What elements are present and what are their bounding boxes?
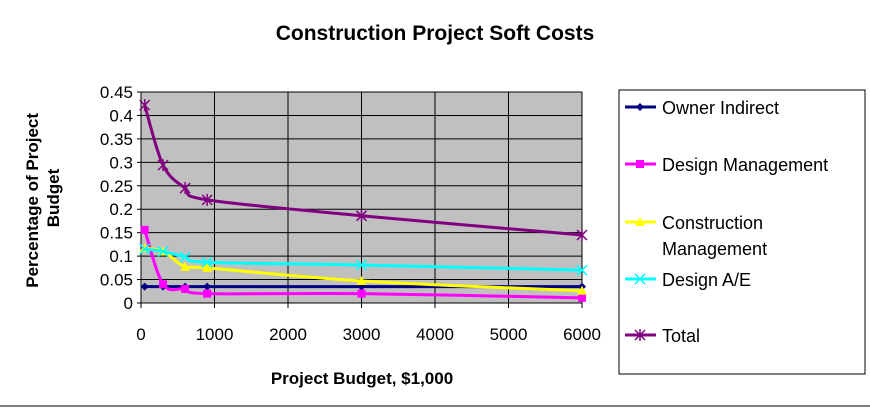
legend-marker-owner-indirect	[636, 103, 644, 111]
data-point-design-management	[357, 289, 366, 298]
y-axis-label-line1: Percentage of Project	[23, 113, 42, 288]
legend-item-design-a-e: Design A/E	[625, 270, 751, 290]
data-point-design-a-e	[157, 245, 169, 257]
legend-label-design-management: Design Management	[662, 155, 828, 175]
x-axis-label: Project Budget, $1,000	[271, 369, 453, 388]
data-point-design-a-e	[179, 251, 191, 263]
x-tick-label: 4000	[416, 325, 454, 344]
y-axis-label: Percentage of Project Budget	[23, 108, 63, 288]
data-point-design-management	[140, 225, 149, 234]
data-point-total	[576, 229, 588, 242]
series-design-a-e	[139, 243, 588, 276]
y-tick-label: 0.15	[100, 224, 133, 243]
legend-marker-design-management	[636, 160, 644, 168]
data-point-total	[139, 99, 151, 112]
chart-title: Construction Project Soft Costs	[276, 22, 595, 45]
legend-item-design-management: Design Management	[625, 155, 828, 175]
data-point-owner-indirect	[140, 282, 149, 291]
x-tick-label: 3000	[343, 325, 381, 344]
legend-label-construction-management: Construction Management	[662, 213, 767, 259]
y-tick-label: 0.25	[100, 177, 133, 196]
data-point-design-a-e	[355, 259, 368, 271]
x-tick-label: 5000	[490, 325, 528, 344]
x-tick-label: 6000	[563, 325, 601, 344]
data-point-design-management	[159, 280, 168, 289]
data-point-design-management	[578, 293, 586, 302]
legend-item-construction-management: Construction Management	[625, 213, 767, 259]
series-design-management	[140, 225, 586, 302]
x-tick-label: 0	[136, 325, 145, 344]
data-point-design-management	[181, 284, 190, 293]
series-total	[139, 99, 588, 242]
x-tick-label: 1000	[196, 325, 234, 344]
y-tick-label: 0.45	[100, 83, 133, 102]
data-point-construction-management	[577, 285, 587, 295]
data-point-design-a-e	[139, 243, 151, 255]
data-point-construction-management	[202, 262, 213, 272]
x-tick-label: 2000	[269, 325, 307, 344]
data-point-owner-indirect	[203, 282, 212, 291]
legend-marker-total	[634, 329, 646, 341]
data-point-design-management	[203, 289, 212, 298]
y-tick-label: 0.3	[109, 153, 133, 172]
legend-label-design-a-e: Design A/E	[662, 270, 751, 290]
data-point-total	[179, 182, 191, 195]
legend-label-owner-indirect: Owner Indirect	[662, 98, 779, 118]
y-tick-label: 0.2	[109, 200, 133, 219]
y-tick-label: 0.1	[109, 247, 133, 266]
y-tick-label: 0.35	[100, 130, 133, 149]
data-point-design-a-e	[201, 256, 213, 268]
data-point-total	[157, 159, 169, 172]
legend-item-total: Total	[625, 326, 700, 346]
legend-label-total: Total	[662, 326, 700, 346]
data-point-construction-management	[180, 261, 191, 271]
data-point-construction-management	[356, 275, 367, 285]
legend-marker-design-a-e	[634, 273, 646, 285]
y-axis-label-line2: Budget	[44, 168, 63, 227]
data-point-total	[355, 209, 368, 222]
data-point-design-a-e	[576, 264, 588, 276]
y-tick-label: 0.4	[109, 106, 133, 125]
legend-item-owner-indirect: Owner Indirect	[625, 98, 779, 118]
y-tick-label: 0.05	[100, 271, 133, 290]
legend-marker-construction-management	[635, 217, 645, 226]
data-point-total	[201, 193, 213, 206]
legend: Owner Indirect Design Management Construct…	[618, 89, 866, 375]
y-tick-label: 0	[124, 294, 133, 313]
